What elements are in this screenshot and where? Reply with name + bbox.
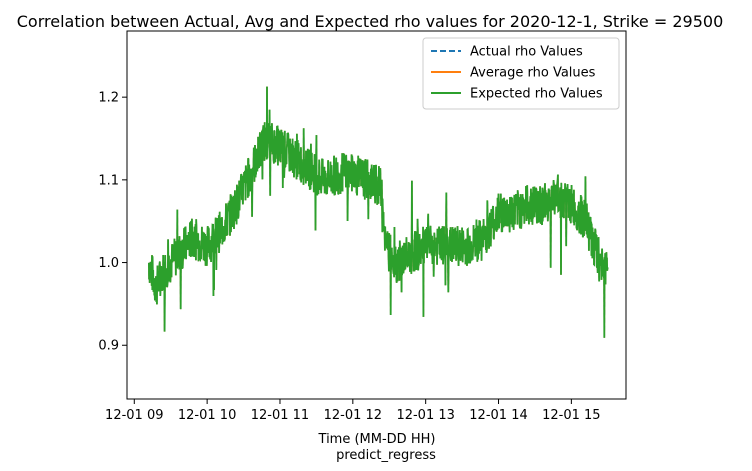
y-axis: 0.9 1.0 1.1 1.2 (98, 91, 127, 354)
x-tick-label: 12-01 11 (251, 408, 309, 423)
x-tick-label: 12-01 10 (178, 408, 236, 423)
y-tick-label: 0.9 (98, 339, 119, 354)
x-tick-label: 12-01 14 (469, 408, 527, 423)
series-layer (148, 86, 609, 338)
x-axis-label: Time (MM-DD HH) (318, 432, 436, 447)
chart-title: Correlation between Actual, Avg and Expe… (17, 12, 724, 31)
x-axis: 12-01 09 12-01 10 12-01 11 12-01 12 12-01 13… (105, 399, 601, 423)
x-tick-label: 12-01 15 (542, 408, 600, 423)
legend-entry-label: Actual rho Values (470, 45, 583, 60)
y-tick-label: 1.1 (98, 173, 119, 188)
legend-box (422, 37, 620, 110)
series-line-expected (148, 86, 609, 338)
y-tick-label: 1.2 (98, 91, 119, 106)
axes-frame (126, 30, 627, 400)
legend: Actual rho Values Average rho Values Expec… (422, 37, 620, 110)
x-tick-label: 12-01 09 (105, 408, 163, 423)
x-tick-label: 12-01 12 (324, 408, 382, 423)
legend-entry-label: Average rho Values (470, 66, 596, 81)
legend-entry-label: Expected rho Values (470, 87, 603, 102)
x-tick-label: 12-01 13 (396, 408, 454, 423)
x-axis-sublabel: predict_regress (336, 448, 436, 463)
y-tick-label: 1.0 (98, 256, 119, 271)
